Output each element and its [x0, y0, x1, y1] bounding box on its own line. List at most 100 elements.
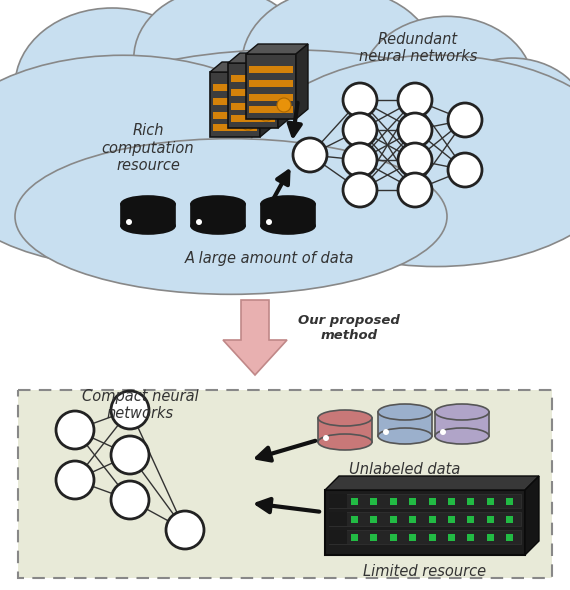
Ellipse shape [435, 428, 489, 444]
Circle shape [166, 511, 204, 549]
Bar [231, 115, 275, 122]
Bar [351, 534, 358, 541]
Polygon shape [210, 62, 272, 72]
Bar [121, 204, 175, 226]
Text: Rich
computation
resource: Rich computation resource [101, 123, 194, 173]
Bar [409, 516, 416, 523]
Bar [231, 75, 275, 82]
Polygon shape [296, 44, 308, 119]
Text: Redundant
neural networks: Redundant neural networks [359, 32, 477, 64]
Bar [370, 534, 377, 541]
Bar [249, 80, 293, 87]
Bar [249, 94, 293, 101]
Bar [249, 106, 293, 113]
Bar [390, 516, 397, 523]
Polygon shape [246, 44, 308, 54]
Circle shape [241, 116, 255, 130]
Circle shape [343, 83, 377, 117]
Circle shape [56, 461, 94, 499]
Bar [506, 534, 513, 541]
Bar [370, 516, 377, 523]
Circle shape [343, 113, 377, 147]
Bar [318, 418, 372, 442]
Circle shape [111, 391, 149, 429]
Bar [487, 534, 494, 541]
Circle shape [111, 481, 149, 519]
Bar [329, 512, 521, 526]
Circle shape [196, 219, 202, 225]
Bar [378, 412, 432, 436]
Bar [351, 516, 358, 523]
Bar [435, 412, 489, 436]
Text: Our proposed
method: Our proposed method [298, 314, 400, 342]
Circle shape [266, 219, 272, 225]
Bar [329, 512, 347, 526]
Bar [506, 516, 513, 523]
Bar [18, 390, 552, 578]
Bar [351, 498, 358, 505]
Bar [487, 516, 494, 523]
Bar [370, 498, 377, 505]
Ellipse shape [318, 434, 372, 450]
Bar [329, 530, 521, 544]
Bar [429, 498, 435, 505]
Polygon shape [325, 476, 539, 490]
Bar [329, 494, 521, 508]
Circle shape [448, 153, 482, 187]
Circle shape [398, 83, 432, 117]
Bar [506, 498, 513, 505]
Text: Compact neural
networks: Compact neural networks [82, 389, 198, 421]
Circle shape [126, 219, 132, 225]
Bar [409, 534, 416, 541]
Bar [487, 498, 494, 505]
Bar [213, 124, 257, 131]
Ellipse shape [261, 218, 315, 234]
Bar [390, 534, 397, 541]
Circle shape [259, 107, 273, 121]
FancyBboxPatch shape [246, 54, 296, 119]
FancyBboxPatch shape [210, 72, 260, 137]
Ellipse shape [435, 404, 489, 420]
Ellipse shape [121, 196, 175, 212]
Polygon shape [260, 62, 272, 137]
Circle shape [448, 103, 482, 137]
Bar [448, 516, 455, 523]
Polygon shape [223, 300, 287, 375]
Polygon shape [278, 53, 290, 128]
Bar [213, 98, 257, 105]
Ellipse shape [378, 404, 432, 420]
Ellipse shape [261, 196, 315, 212]
Text: Unlabeled data: Unlabeled data [349, 463, 461, 477]
Circle shape [323, 435, 329, 441]
Bar [191, 204, 245, 226]
Bar [390, 498, 397, 505]
Ellipse shape [121, 218, 175, 234]
Bar [329, 530, 347, 544]
Bar [448, 534, 455, 541]
Polygon shape [525, 476, 539, 555]
Circle shape [398, 173, 432, 207]
Bar [467, 516, 474, 523]
Text: A large amount of data: A large amount of data [185, 251, 355, 266]
Ellipse shape [191, 218, 245, 234]
Bar [325, 490, 525, 555]
Circle shape [440, 429, 446, 435]
Bar [213, 112, 257, 119]
Bar [409, 498, 416, 505]
Circle shape [277, 98, 291, 112]
Bar [467, 534, 474, 541]
Circle shape [343, 173, 377, 207]
Bar [231, 103, 275, 110]
Bar [429, 516, 435, 523]
Bar [213, 84, 257, 91]
Circle shape [56, 411, 94, 449]
Circle shape [293, 138, 327, 172]
Bar [448, 498, 455, 505]
Circle shape [111, 436, 149, 474]
Ellipse shape [378, 428, 432, 444]
Polygon shape [228, 53, 290, 63]
FancyBboxPatch shape [228, 63, 278, 128]
Bar [329, 494, 347, 508]
Ellipse shape [318, 410, 372, 426]
Text: Limited resource: Limited resource [364, 565, 487, 579]
